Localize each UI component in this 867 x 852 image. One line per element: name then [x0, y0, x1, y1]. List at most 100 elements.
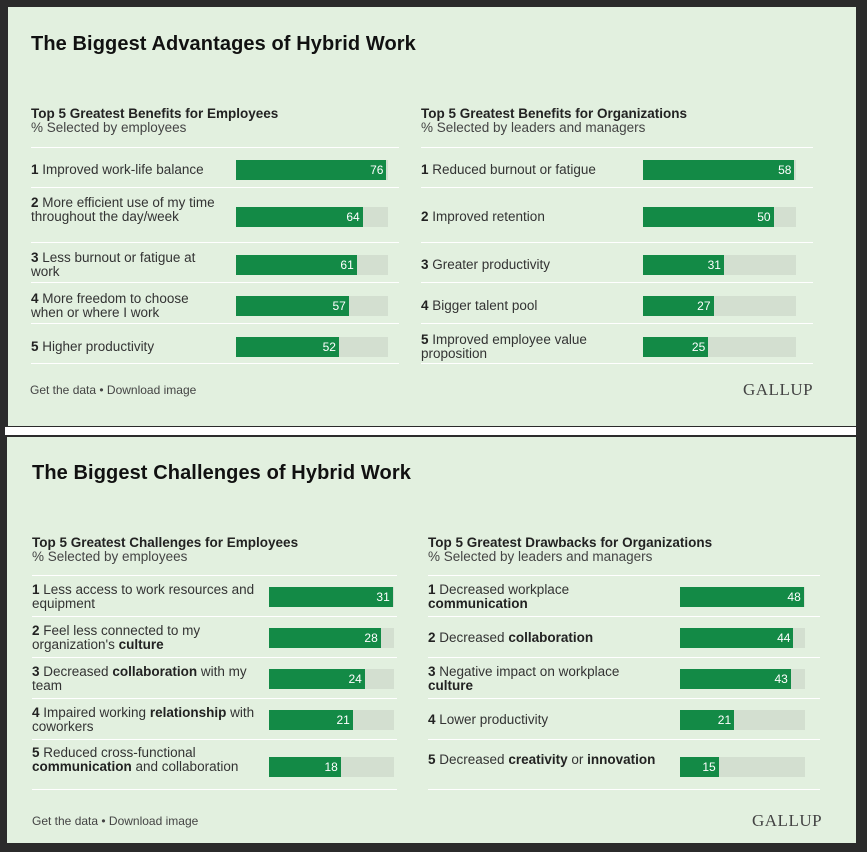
label-text: More freedom to choose when or where I w…: [31, 291, 189, 320]
data-label: 61: [340, 258, 354, 272]
category-label: 4 Impaired working relationship with cow…: [32, 706, 257, 734]
bar-track: 76: [236, 160, 388, 180]
label-text: Decreased: [439, 752, 509, 767]
gallup-logo: GALLUP: [752, 811, 823, 830]
category-label: 4 More freedom to choose when or where I…: [31, 292, 221, 320]
chart-row: 4 Bigger talent pool 27: [421, 282, 813, 324]
bar-track: 31: [643, 255, 796, 275]
data-label: 21: [717, 713, 732, 727]
data-label: 57: [332, 299, 346, 313]
bar-track: 48: [680, 587, 805, 607]
get-data-link[interactable]: Get the data • Download image: [30, 383, 197, 397]
category-label: 3 Greater productivity: [421, 258, 621, 272]
bar-track: 28: [269, 628, 394, 648]
chart-subtitle: % Selected by employees: [31, 120, 187, 135]
category-label: 3 Negative impact on workplace culture: [428, 665, 663, 693]
bar-track: 31: [269, 587, 394, 607]
data-label: 31: [376, 590, 390, 604]
bar-track: 64: [236, 207, 388, 227]
category-label: 1 Reduced burnout or fatigue: [421, 163, 621, 177]
bar-track: 21: [680, 710, 805, 730]
bar: 58: [643, 160, 795, 180]
rank-number: 3: [32, 664, 44, 679]
chart-row: 3 Greater productivity 31: [421, 242, 813, 283]
label-text: Impaired working: [43, 705, 150, 720]
bar: 18: [269, 757, 341, 777]
bar: 25: [643, 337, 709, 357]
chart-baseline: [31, 363, 399, 364]
label-text: Reduced cross-functional: [43, 745, 196, 760]
gallup-logo: GALLUP: [743, 380, 814, 399]
chart-title: Top 5 Greatest Challenges for Employees: [32, 535, 299, 550]
category-label: 2 Feel less connected to my organization…: [32, 624, 257, 652]
data-label: 21: [336, 713, 350, 727]
label-emphasis: collaboration: [112, 664, 198, 679]
rank-number: 2: [31, 195, 43, 210]
chart-row: 5 Higher productivity 52: [31, 323, 399, 364]
label-text: Decreased: [43, 664, 113, 679]
chart-baseline: [428, 789, 820, 790]
rank-number: 1: [421, 162, 433, 177]
bar-track: 58: [643, 160, 796, 180]
label-text: Decreased workplace: [439, 582, 570, 597]
label-text: Reduced burnout or fatigue: [432, 162, 596, 177]
label-text: Bigger talent pool: [432, 298, 538, 313]
category-label: 1 Improved work-life balance: [31, 163, 221, 177]
category-label: 4 Lower productivity: [428, 713, 663, 727]
bar: 64: [236, 207, 363, 227]
bar: 44: [680, 628, 794, 648]
chart-heading: Top 5 Greatest Benefits for Employees% S…: [31, 107, 278, 135]
label-text: Improved work-life balance: [42, 162, 204, 177]
label-emphasis: culture: [428, 678, 474, 693]
rank-number: 4: [428, 712, 440, 727]
bar-track: 27: [643, 296, 796, 316]
bar: 31: [643, 255, 724, 275]
label-text: Decreased: [439, 630, 509, 645]
advantages-panel: The Biggest Advantages of Hybrid Work To…: [8, 7, 856, 426]
category-label: 5 Decreased creativity or innovation: [428, 753, 663, 767]
rank-number: 1: [31, 162, 43, 177]
chart-row: 5 Improved employee value proposition 25: [421, 323, 813, 364]
bar-track: 21: [269, 710, 394, 730]
category-label: 5 Reduced cross-functional communication…: [32, 746, 257, 774]
chart-row: 2 Decreased collaboration 44: [428, 616, 820, 658]
data-label: 48: [787, 590, 801, 604]
chart-row: 1 Reduced burnout or fatigue 58: [421, 147, 813, 188]
label-text: with my team: [32, 664, 247, 693]
data-label: 52: [322, 340, 336, 354]
bar-track: 57: [236, 296, 388, 316]
label-text: Higher productivity: [42, 339, 155, 354]
data-label: 15: [702, 760, 716, 774]
chart-subtitle: % Selected by employees: [32, 549, 188, 564]
chart-row: 4 Impaired working relationship with cow…: [32, 698, 397, 740]
label-text: Improved employee value proposition: [421, 332, 587, 361]
label-text: and collaboration: [131, 759, 239, 774]
get-data-link[interactable]: Get the data • Download image: [32, 814, 199, 828]
chart-row: 5 Decreased creativity or innovation 15: [428, 739, 820, 790]
section-title: The Biggest Challenges of Hybrid Work: [32, 462, 411, 484]
data-label: 43: [774, 672, 788, 686]
rank-number: 2: [32, 623, 44, 638]
data-label: 76: [370, 163, 384, 177]
category-label: 4 Bigger talent pool: [421, 299, 621, 313]
bar: 76: [236, 160, 387, 180]
rank-number: 2: [421, 209, 433, 224]
label-text: Less burnout or fatigue at work: [31, 250, 196, 279]
chart-heading: Top 5 Greatest Challenges for Employees%…: [32, 536, 298, 564]
label-text: Less access to work resources and equipm…: [32, 582, 255, 611]
chart-row: 2 More efficient use of my time througho…: [31, 187, 399, 243]
bar: 48: [680, 587, 804, 607]
chart-row: 4 More freedom to choose when or where I…: [31, 282, 399, 324]
data-label: 44: [777, 631, 791, 645]
bar-track: 52: [236, 337, 388, 357]
chart-row: 3 Negative impact on workplace culture 43: [428, 657, 820, 699]
label-emphasis: communication: [428, 596, 528, 611]
chart-row: 3 Decreased collaboration with my team 24: [32, 657, 397, 699]
data-label: 27: [697, 299, 711, 313]
chart-title: Top 5 Greatest Benefits for Employees: [31, 106, 279, 121]
category-label: 2 Decreased collaboration: [428, 631, 663, 645]
label-emphasis: culture: [118, 637, 164, 652]
category-label: 3 Decreased collaboration with my team: [32, 665, 257, 693]
rank-number: 3: [31, 250, 43, 265]
chart-row: 2 Feel less connected to my organization…: [32, 616, 397, 658]
